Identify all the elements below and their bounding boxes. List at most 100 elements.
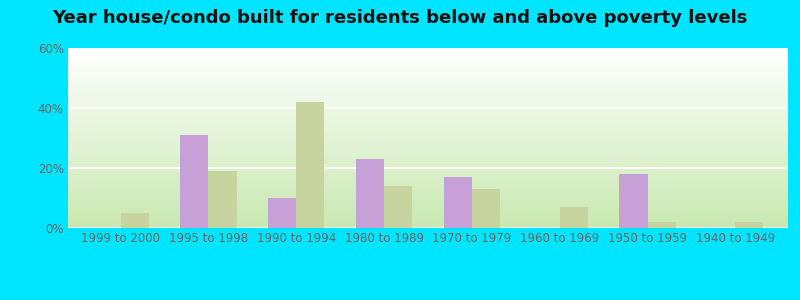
Bar xyxy=(68,77,788,78)
Bar xyxy=(68,88,788,89)
Bar xyxy=(68,200,788,201)
Bar xyxy=(68,157,788,158)
Bar xyxy=(68,50,788,51)
Bar xyxy=(68,204,788,205)
Bar xyxy=(68,61,788,62)
Bar xyxy=(68,144,788,145)
Bar xyxy=(68,100,788,101)
Bar xyxy=(68,182,788,183)
Bar xyxy=(68,131,788,132)
Bar xyxy=(68,162,788,163)
Bar xyxy=(68,181,788,182)
Bar xyxy=(68,107,788,108)
Bar xyxy=(68,224,788,225)
Bar xyxy=(68,94,788,95)
Bar xyxy=(68,104,788,105)
Bar xyxy=(68,57,788,58)
Bar xyxy=(68,130,788,131)
Bar xyxy=(68,225,788,226)
Bar xyxy=(68,172,788,173)
Bar xyxy=(68,129,788,130)
Bar xyxy=(68,115,788,116)
Bar xyxy=(68,197,788,198)
Bar xyxy=(68,209,788,210)
Bar xyxy=(68,67,788,68)
Bar xyxy=(68,110,788,111)
Bar xyxy=(68,195,788,196)
Bar xyxy=(68,91,788,92)
Bar xyxy=(619,174,647,228)
Bar xyxy=(68,118,788,119)
Bar xyxy=(68,81,788,82)
Bar xyxy=(68,63,788,64)
Bar xyxy=(68,79,788,80)
Bar xyxy=(68,147,788,148)
Bar xyxy=(296,102,324,228)
Bar xyxy=(68,188,788,189)
Bar xyxy=(68,166,788,167)
Bar xyxy=(68,169,788,170)
Bar xyxy=(68,189,788,190)
Bar xyxy=(68,186,788,187)
Bar xyxy=(444,177,472,228)
Bar xyxy=(68,183,788,184)
Bar xyxy=(68,82,788,83)
Bar xyxy=(68,227,788,228)
Bar xyxy=(68,140,788,141)
Bar xyxy=(68,135,788,136)
Bar xyxy=(68,191,788,192)
Bar xyxy=(68,93,788,94)
Bar xyxy=(68,199,788,200)
Bar xyxy=(68,160,788,161)
Bar xyxy=(68,75,788,76)
Bar xyxy=(68,203,788,204)
Bar xyxy=(68,83,788,84)
Bar xyxy=(68,123,788,124)
Bar xyxy=(68,150,788,151)
Bar xyxy=(68,92,788,93)
Bar xyxy=(68,226,788,227)
Bar xyxy=(121,213,149,228)
Bar xyxy=(68,173,788,174)
Bar xyxy=(68,214,788,215)
Bar xyxy=(68,108,788,109)
Bar xyxy=(68,120,788,121)
Bar xyxy=(384,186,412,228)
Bar xyxy=(68,51,788,52)
Bar xyxy=(68,168,788,169)
Bar xyxy=(68,146,788,147)
Bar xyxy=(68,196,788,197)
Bar xyxy=(68,192,788,193)
Bar xyxy=(68,207,788,208)
Bar xyxy=(68,54,788,55)
Bar xyxy=(68,60,788,61)
Bar xyxy=(68,55,788,56)
Bar xyxy=(68,178,788,179)
Bar xyxy=(68,76,788,77)
Bar xyxy=(68,177,788,178)
Bar xyxy=(68,48,788,49)
Bar xyxy=(68,133,788,134)
Bar xyxy=(68,179,788,180)
Bar xyxy=(68,65,788,66)
Bar xyxy=(68,86,788,87)
Bar xyxy=(68,155,788,156)
Bar xyxy=(180,135,209,228)
Bar xyxy=(68,101,788,102)
Bar xyxy=(68,164,788,165)
Bar xyxy=(68,190,788,191)
Bar xyxy=(209,171,237,228)
Bar xyxy=(68,170,788,171)
Bar xyxy=(68,215,788,216)
Bar xyxy=(735,222,763,228)
Bar xyxy=(68,68,788,69)
Bar xyxy=(68,49,788,50)
Bar xyxy=(68,223,788,224)
Bar xyxy=(68,74,788,75)
Bar xyxy=(68,156,788,157)
Bar xyxy=(68,121,788,122)
Bar xyxy=(68,97,788,98)
Bar xyxy=(68,213,788,214)
Bar xyxy=(68,137,788,138)
Bar xyxy=(68,154,788,155)
